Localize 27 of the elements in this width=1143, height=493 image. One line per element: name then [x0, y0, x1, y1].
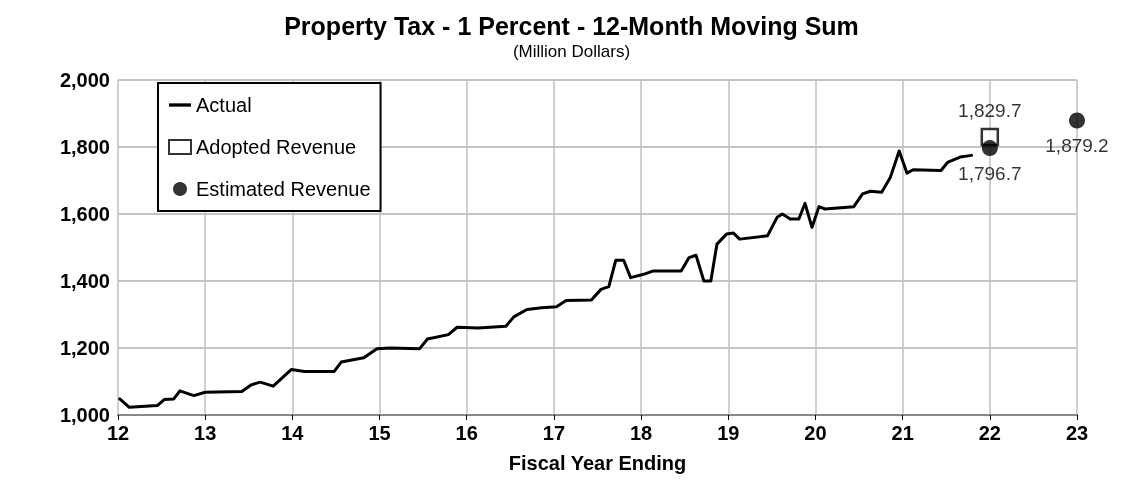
point — [1069, 112, 1085, 129]
legend-label: Adopted Revenue — [196, 136, 357, 158]
x-tick-label: 23 — [1065, 422, 1089, 444]
legend-label: Estimated Revenue — [196, 178, 371, 200]
x-tick-label: 15 — [368, 422, 391, 444]
data-label: 1,796.7 — [958, 163, 1022, 185]
legend-label: Actual — [196, 94, 252, 116]
data-label: 1,829.7 — [958, 99, 1022, 121]
x-tick-label: 17 — [542, 422, 566, 444]
chart-title: Property Tax - 1 Percent - 12-Month Moving Sum — [284, 11, 859, 40]
y-tick-label: 1,200 — [59, 337, 110, 359]
x-tick-label: 20 — [804, 422, 827, 444]
x-axis-title: Fiscal Year Ending — [508, 452, 687, 474]
x-tick-label: 16 — [455, 422, 478, 444]
data-label: 1,879.2 — [1045, 135, 1109, 157]
x-tick-label: 18 — [629, 422, 653, 444]
y-tick-label: 1,800 — [59, 136, 110, 158]
x-tick-label: 13 — [194, 422, 217, 444]
y-tick-label: 1,400 — [59, 270, 110, 292]
x-tick-label: 22 — [978, 422, 1001, 444]
x-tick-label: 19 — [717, 422, 740, 444]
y-tick-label: 2,000 — [59, 69, 110, 91]
x-tick-label: 14 — [281, 422, 305, 444]
chart-subtitle: (Million Dollars) — [512, 42, 631, 61]
x-tick-label: 21 — [891, 422, 914, 444]
y-tick-label: 1,600 — [59, 203, 110, 225]
point — [981, 140, 998, 157]
